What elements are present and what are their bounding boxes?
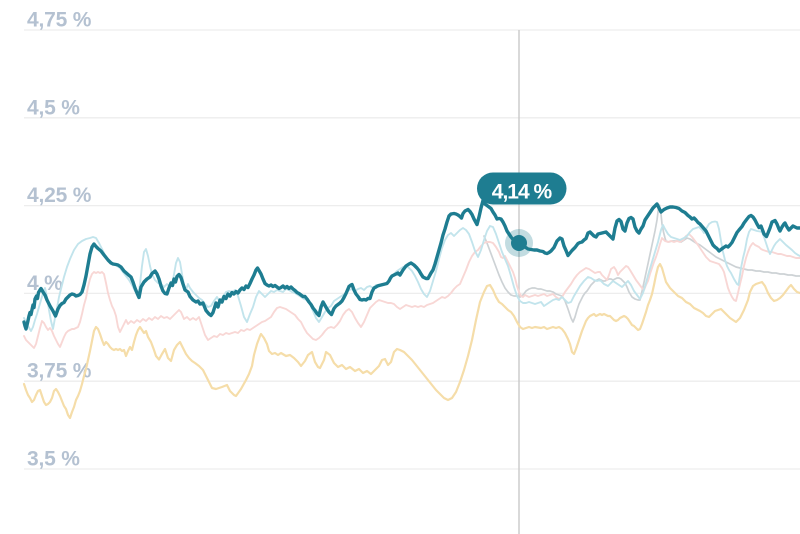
svg-text:4,5 %: 4,5 % — [27, 96, 80, 119]
svg-text:4,14 %: 4,14 % — [492, 181, 553, 204]
svg-text:3,75 %: 3,75 % — [27, 360, 92, 383]
svg-text:4 %: 4 % — [27, 272, 63, 295]
svg-text:3,5 %: 3,5 % — [27, 448, 80, 471]
svg-text:4,75 %: 4,75 % — [27, 9, 92, 32]
svg-text:4,25 %: 4,25 % — [27, 184, 92, 207]
